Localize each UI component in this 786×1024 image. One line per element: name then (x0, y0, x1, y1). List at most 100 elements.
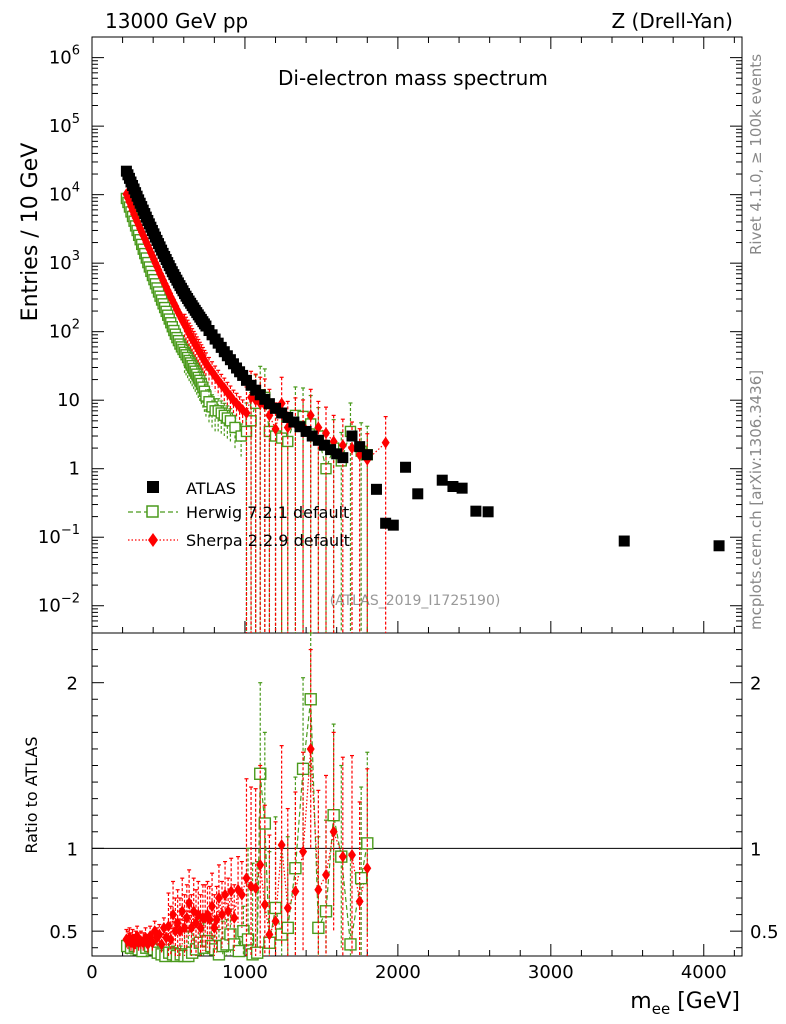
sherpa-ratio-point (338, 850, 347, 863)
atlas-point (618, 535, 630, 547)
atlas-point (282, 411, 294, 423)
atlas-point (325, 444, 337, 456)
atlas-point (713, 540, 725, 552)
atlas-point (447, 480, 459, 492)
atlas-point (312, 434, 324, 446)
sherpa-point (306, 409, 315, 422)
atlas-point (412, 488, 424, 500)
sherpa-ratio-point (291, 885, 300, 898)
atlas-point (482, 506, 494, 518)
atlas-point (470, 505, 482, 517)
y-tick-label: 10−1 (38, 523, 80, 548)
atlas-point (263, 398, 275, 410)
atlas-point (400, 461, 412, 473)
atlas-point (331, 448, 343, 460)
y-axis-label-main: Entries / 10 GeV (18, 143, 43, 322)
sherpa-ratio-point (271, 915, 280, 928)
sherpa-ratio-point (322, 868, 330, 881)
y-tick-label: 102 (49, 318, 80, 343)
sherpa-ratio-point (306, 742, 315, 755)
legend-sherpa-marker (148, 533, 158, 547)
main-data-layer (120, 165, 725, 633)
herwig-ratio-point (241, 933, 255, 946)
main-title: Di-electron mass spectrum (278, 66, 548, 90)
x-tick-label: 3000 (528, 962, 574, 983)
y-tick-label: 1 (69, 459, 80, 480)
y-tick-label: 103 (49, 249, 80, 274)
legend-atlas-label: ATLAS (186, 479, 236, 498)
y-tick-label: 105 (49, 112, 80, 137)
herwig-point (229, 421, 241, 434)
sherpa-point (322, 427, 330, 440)
atlas-point (456, 482, 468, 494)
sherpa-ratio-point (227, 885, 236, 898)
sherpa-ratio-point (178, 905, 187, 918)
herwig-ratio-point (232, 944, 246, 958)
sherpa-ratio-point (214, 892, 223, 905)
y-tick-label: 10−2 (38, 592, 80, 617)
sherpa-ratio-point (277, 839, 286, 852)
legend-herwig-marker (146, 505, 159, 518)
sherpa-point (242, 407, 251, 420)
ratio-plot-frame (91, 632, 743, 957)
ratio-tick-label-right: 2 (750, 674, 761, 695)
sherpa-ratio-point (283, 901, 292, 914)
sherpa-ratio-point (299, 845, 308, 858)
mcplots-site-label: mcplots.cern.ch [arXiv:1306.3436] (747, 370, 765, 630)
sherpa-point (381, 436, 390, 449)
y-tick-label: 10 (57, 390, 80, 411)
atlas-point (361, 449, 373, 461)
sherpa-ratio-point (256, 858, 265, 871)
sherpa-point (338, 439, 347, 452)
x-tick-label: 1000 (222, 962, 268, 983)
ratio-tick-label: 1 (67, 839, 78, 860)
atlas-point (354, 441, 366, 453)
sherpa-ratio-point (169, 908, 178, 921)
rivet-version-label: Rivet 4.1.0, ≥ 100k events (747, 54, 765, 255)
sherpa-ratio-point (230, 911, 239, 924)
x-tick-label: 2000 (375, 962, 421, 983)
sherpa-ratio-point (208, 900, 217, 913)
atlas-point (306, 430, 318, 442)
sherpa-ratio-point (157, 938, 166, 951)
atlas-point (270, 402, 282, 414)
sherpa-point (348, 442, 356, 455)
herwig-ratio-point (354, 871, 368, 885)
herwig-ratio-point (281, 921, 294, 935)
y-axis-label-ratio: Ratio to ATLAS (22, 736, 41, 853)
sherpa-ratio-point (218, 908, 226, 921)
sherpa-point (314, 421, 323, 434)
atlas-point (318, 439, 330, 451)
header-channel: Z (Drell-Yan) (611, 9, 733, 33)
ratio-tick-label-right: 0.5 (750, 922, 779, 943)
x-tick-label: 0 (86, 962, 97, 983)
main-y-ticks: 10−2 10−1 1 10 102 103 104 105 106 (38, 36, 742, 634)
legend-sherpa-label: Sherpa 2.2.9 default (186, 531, 350, 550)
ratio-tick-label: 0.5 (49, 922, 78, 943)
x-axis-label: mee [GeV] (630, 989, 740, 1018)
sherpa-ratio-point (224, 905, 233, 918)
x-tick-label: 4000 (681, 962, 727, 983)
atlas-point (288, 416, 300, 428)
x-ticks: 0 1000 2000 3000 4000 (86, 37, 735, 983)
atlas-point (294, 421, 306, 433)
atlas-point (346, 430, 358, 442)
sherpa-ratio-point (221, 888, 230, 901)
sherpa-ratio-point (363, 862, 372, 875)
legend-atlas-marker (147, 481, 159, 493)
y-tick-label: 104 (49, 181, 80, 206)
sherpa-ratio-point (348, 848, 356, 861)
sherpa-ratio-point (329, 825, 338, 838)
legend-herwig-label: Herwig 7.2.1 default (186, 503, 349, 522)
header-process: 13000 GeV pp (105, 9, 248, 33)
atlas-point (370, 483, 382, 495)
sherpa-point (271, 422, 280, 435)
sherpa-ratio-point (260, 898, 269, 911)
sherpa-ratio-point (205, 913, 214, 926)
ratio-tick-label-right: 1 (750, 839, 761, 860)
sherpa-ratio-point (355, 895, 364, 908)
atlas-point (436, 474, 448, 486)
atlas-point (276, 407, 288, 419)
herwig-ratio-point (250, 946, 264, 959)
atlas-point (337, 452, 349, 464)
